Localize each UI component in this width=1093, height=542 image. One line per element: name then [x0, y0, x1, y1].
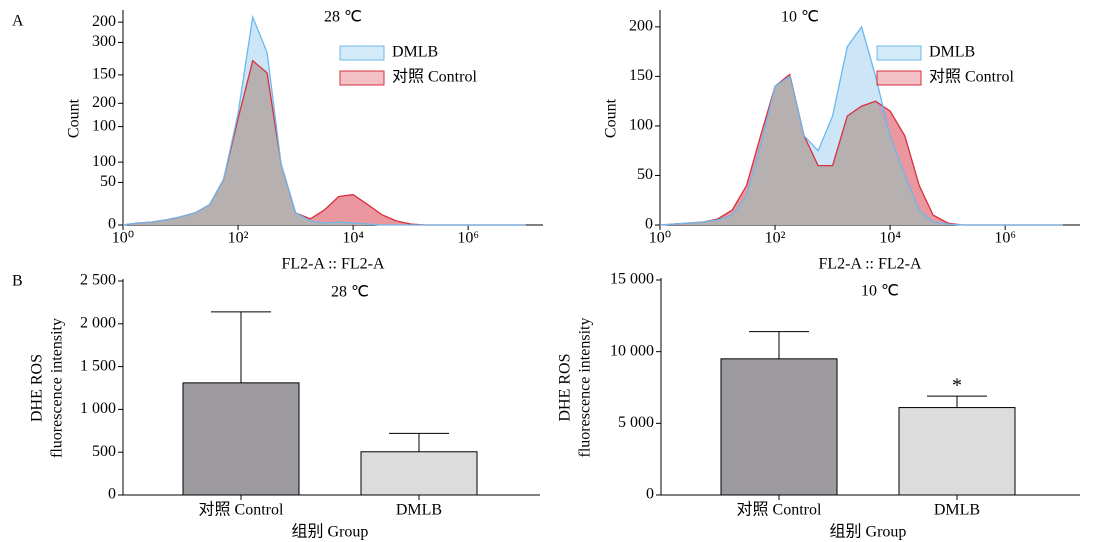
y-tick-label: 200 [92, 94, 116, 111]
x-tick-label: 对照 Control [199, 501, 284, 519]
legend-swatch [876, 45, 922, 61]
y-tick-label: 0 [108, 486, 116, 503]
x-axis-label: FL2-A :: FL2-A [281, 256, 385, 273]
chart-title: 10 ℃ [781, 9, 819, 26]
x-tick-label: 10⁶ [457, 230, 479, 247]
x-axis-label: 组别 Group [292, 523, 369, 541]
x-axis-label: 组别 Group [830, 523, 907, 541]
x-tick-label: 10⁴ [342, 230, 364, 247]
legend-label: DMLB [392, 44, 438, 61]
y-tick-label: 500 [92, 443, 116, 460]
legend-label: 对照 Control [392, 68, 477, 86]
y-tick-label: 15 000 [610, 271, 654, 288]
panel-label: A [12, 13, 24, 30]
y-tick-label: 100 [92, 153, 116, 170]
line [122, 14, 526, 226]
y-tick-label: 1 500 [80, 357, 116, 374]
legend-swatch [339, 45, 385, 61]
y-axis-label: Count [66, 98, 83, 138]
x-tick-label: DMLB [934, 502, 980, 519]
y-tick-label: 200 [92, 13, 116, 30]
line [659, 25, 1063, 226]
bar [898, 407, 1016, 496]
chart-title: 10 ℃ [861, 283, 899, 300]
chart-title: 28 ℃ [331, 284, 369, 301]
x-tick-label: 10⁰ [649, 230, 671, 247]
x-tick-label: 对照 Control [737, 501, 822, 519]
x-tick-label: DMLB [396, 502, 442, 519]
y-tick-label: 150 [92, 66, 116, 83]
y-tick-label: 10 000 [610, 342, 654, 359]
y-tick-label: 50 [100, 173, 116, 190]
x-tick-label: 10⁴ [879, 230, 901, 247]
x-axis-label: FL2-A :: FL2-A [818, 256, 922, 273]
legend-label: DMLB [929, 44, 975, 61]
area [123, 17, 526, 225]
y-tick-label: 100 [629, 117, 653, 134]
y-axis-label: DHE ROS [557, 353, 574, 421]
y-tick-label: 200 [629, 18, 653, 35]
annotation: * [952, 375, 962, 397]
bar [182, 382, 300, 496]
y-tick-label: 0 [646, 486, 654, 503]
y-tick-label: 1 000 [80, 400, 116, 417]
y-axis-label: DHE ROS [29, 354, 46, 422]
x-tick-label: 10² [228, 230, 249, 247]
legend-swatch [876, 70, 922, 86]
y-tick-label: 50 [637, 166, 653, 183]
legend-label: 对照 Control [929, 68, 1014, 86]
bar [360, 451, 478, 496]
y-axis-label: fluorescence intensity [577, 318, 594, 458]
legend-swatch [339, 70, 385, 86]
panel-label: B [12, 273, 23, 290]
y-tick-label: 5 000 [618, 414, 654, 431]
y-tick-label: 2 500 [80, 272, 116, 289]
y-tick-label: 150 [629, 67, 653, 84]
overlap-area [660, 76, 1063, 226]
x-tick-label: 10⁶ [994, 230, 1016, 247]
y-tick-label: 2 000 [80, 314, 116, 331]
bar [720, 358, 838, 496]
y-tick-label: 300 [92, 33, 116, 50]
y-axis-label: Count [603, 98, 620, 138]
y-axis-label: fluorescence intensity [49, 318, 66, 458]
overlap-area [123, 60, 526, 226]
y-tick-label: 100 [92, 117, 116, 134]
x-tick-label: 10⁰ [112, 230, 134, 247]
x-tick-label: 10² [765, 230, 786, 247]
y-tick-label: 0 [645, 216, 653, 233]
y-tick-label: 0 [108, 216, 116, 233]
chart-title: 28 ℃ [324, 9, 362, 26]
